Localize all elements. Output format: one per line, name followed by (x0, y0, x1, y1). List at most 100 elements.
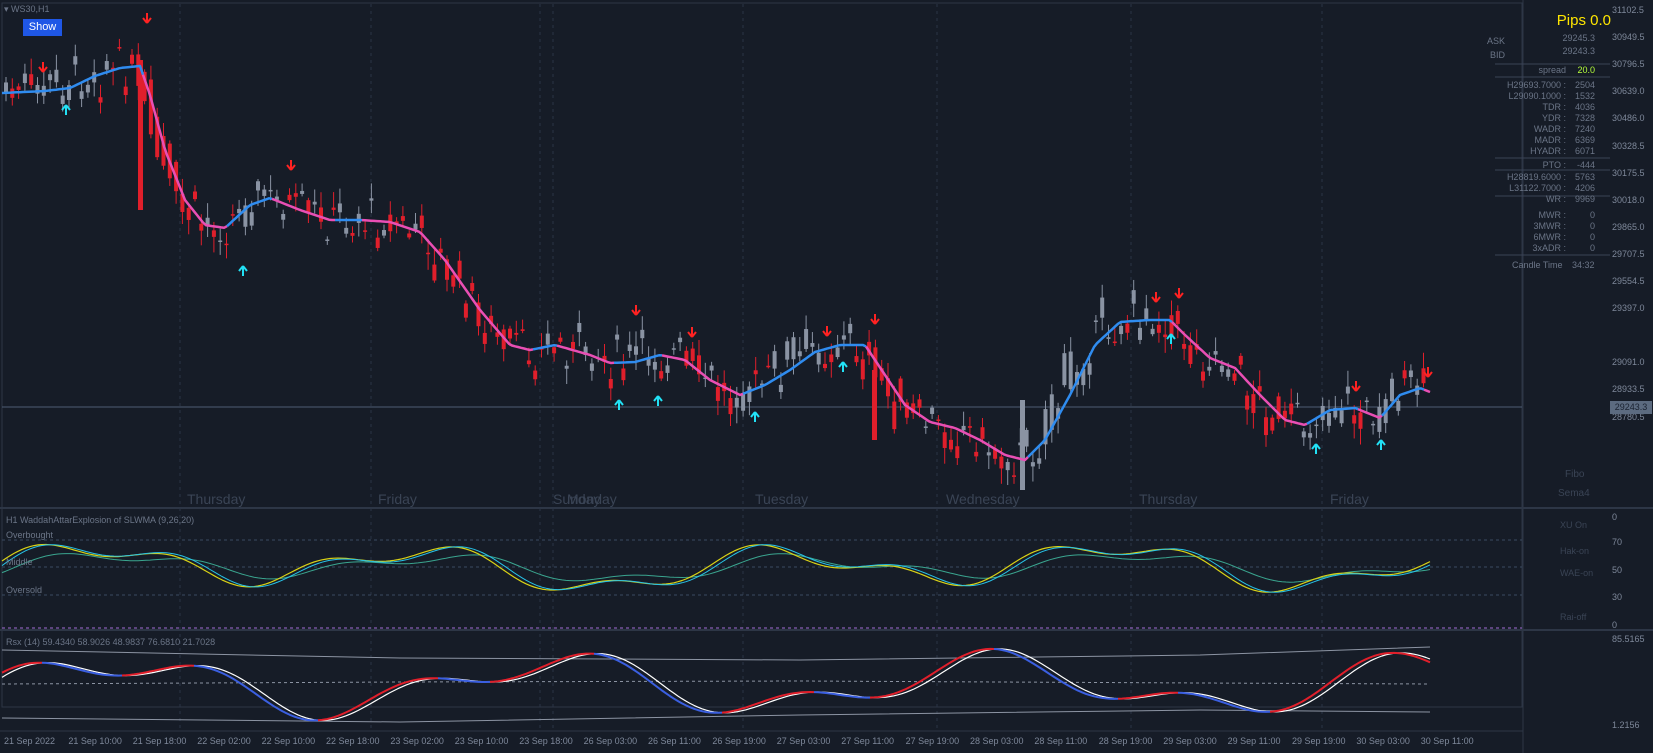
bear-candle (520, 329, 525, 331)
bull-candle (356, 213, 361, 223)
bear-candle (1276, 396, 1281, 419)
bull-candle (1068, 351, 1073, 390)
price-tick: 28780.5 (1612, 411, 1645, 422)
chart-frame (1, 2, 1523, 708)
bear-candle (967, 426, 972, 428)
bear-candle (766, 365, 771, 368)
bull-candle (243, 205, 248, 227)
bear-candle (1175, 310, 1180, 324)
bear-candle (728, 398, 733, 415)
bear-candle (1257, 386, 1262, 392)
show-button[interactable]: Show (23, 19, 62, 36)
bear-candle (16, 86, 21, 90)
ma-line-down (1171, 321, 1308, 427)
bull-candle (1081, 368, 1086, 386)
bear-candle (602, 355, 607, 362)
sema-label[interactable]: Sema4 (1558, 488, 1590, 499)
rsx-colored-line (1117, 691, 1178, 700)
bull-candle (312, 201, 317, 205)
bear-candle (375, 237, 380, 248)
bull-candle (413, 223, 418, 230)
bull-candle (671, 348, 676, 350)
ma-line-down (1423, 388, 1431, 394)
time-tick: 21 Sep 18:00 (132, 736, 187, 746)
bull-candle (300, 190, 305, 194)
day-label: Friday (1330, 491, 1369, 507)
time-tick: 29 Sep 03:00 (1163, 736, 1217, 746)
bear-candle (823, 363, 827, 369)
bull-candle (848, 323, 853, 334)
bull-candle (1138, 327, 1142, 340)
indicator1-tick: 70 (1612, 537, 1623, 547)
day-label: Friday (378, 491, 417, 507)
bear-candle (193, 191, 197, 200)
bull-candle (1005, 462, 1010, 471)
time-tick: 26 Sep 19:00 (712, 736, 766, 746)
bear-candle (445, 259, 449, 280)
fibo-label[interactable]: Fibo (1565, 469, 1585, 480)
buy-arrow-icon (750, 411, 760, 422)
bear-candle (98, 97, 103, 103)
indicator1-status-label: Rai-off (1560, 612, 1587, 622)
sell-arrow-icon (822, 326, 832, 337)
bear-candle (180, 193, 185, 212)
stat2-label: L31122.7000 : (1509, 183, 1566, 193)
bull-candle (1219, 365, 1224, 372)
bull-candle (665, 365, 670, 373)
stat-value: 2504 (1574, 80, 1595, 90)
rsx-colored-line (1397, 652, 1431, 664)
stat-value: 4036 (1574, 102, 1595, 112)
bull-candle (804, 329, 809, 349)
day-label: Thursday (187, 491, 246, 507)
bear-candle (659, 371, 664, 379)
stat-value: 1532 (1574, 91, 1595, 101)
ask-value: 29245.3 (1562, 33, 1595, 43)
bull-candle (741, 394, 746, 411)
stat-label: YDR : (1541, 113, 1566, 123)
price-tick: 29707.5 (1612, 248, 1645, 259)
indicator1-tick: 50 (1612, 565, 1623, 575)
bull-candle (778, 384, 783, 393)
current-price-tag: 29243.3 (1610, 401, 1652, 414)
stat3-label: 6MWR : (1533, 232, 1567, 242)
stat2-value: 9969 (1574, 194, 1595, 204)
collapse-triangle-icon[interactable]: ▾ (4, 4, 9, 14)
bull-candle (73, 56, 78, 65)
stat3-value: 0 (1589, 221, 1595, 231)
bear-candle (1238, 355, 1243, 365)
time-tick: 27 Sep 11:00 (841, 736, 895, 746)
sell-arrow-icon (38, 62, 48, 73)
bear-candle (526, 360, 531, 365)
bear-candle (319, 207, 323, 222)
time-tick: 22 Sep 10:00 (261, 736, 316, 746)
ma-line-down (1357, 408, 1383, 419)
bear-candle (426, 252, 431, 255)
ma-line-down (661, 354, 744, 397)
ma-line-up (1027, 318, 1173, 458)
bull-candle (268, 189, 273, 192)
bear-candle (1156, 324, 1161, 333)
time-tick: 21 Sep 10:00 (68, 736, 122, 746)
bear-candle (949, 439, 953, 450)
stat-value: 6369 (1574, 135, 1595, 145)
bull-candle (1301, 431, 1306, 438)
bear-candle (363, 230, 368, 232)
buy-arrow-icon (838, 361, 848, 372)
bull-candle (734, 397, 739, 408)
bull-candle (816, 352, 821, 365)
stat-value: 7328 (1574, 113, 1595, 123)
bid-label: BID (1489, 50, 1505, 60)
bear-candle (911, 403, 916, 414)
bull-candle (382, 230, 386, 236)
bear-candle (148, 79, 153, 135)
time-tick: 26 Sep 03:00 (583, 736, 638, 746)
price-tick: 30639.0 (1612, 86, 1645, 97)
bear-candle (457, 260, 462, 279)
price-tick: 31102.5 (1612, 5, 1644, 15)
rsx-middle-band (1, 680, 1431, 685)
bear-candle (904, 402, 909, 418)
bull-candle (709, 365, 714, 371)
time-tick: 27 Sep 19:00 (905, 736, 960, 746)
bear-candle (860, 359, 865, 380)
